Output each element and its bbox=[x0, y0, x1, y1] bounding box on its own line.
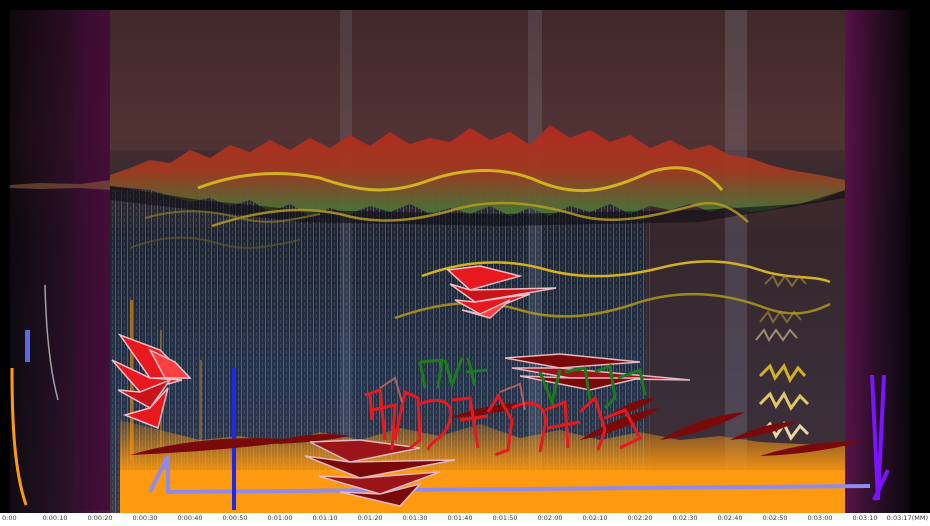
yellow-wave-1 bbox=[197, 166, 724, 193]
yellow-wave-3 bbox=[144, 210, 321, 223]
spectral-column bbox=[725, 10, 747, 510]
spectral-column bbox=[528, 10, 542, 510]
leaf-glyph bbox=[730, 422, 795, 440]
timeline-tick-label: 0:03:17(MM) bbox=[886, 514, 928, 522]
zigzag-glyph bbox=[759, 310, 802, 324]
lavender-baseline bbox=[148, 455, 871, 495]
fan-glyph-center bbox=[446, 265, 557, 319]
timeline-axis: 0:00 0:00:10 0:00:20 0:00:30 0:00:40 0:00:50 0… bbox=[0, 513, 930, 526]
yellow-wave-4 bbox=[129, 236, 301, 249]
yellow-wave-5 bbox=[421, 260, 831, 284]
timeline-tick-label: 0:03:10 bbox=[852, 514, 878, 522]
spectrogram-upper-band bbox=[110, 10, 850, 150]
zigzag-glyph bbox=[764, 274, 807, 288]
green-script-glyphs bbox=[418, 357, 647, 410]
timeline-tick-label: 0:00 bbox=[2, 514, 17, 522]
orange-spike bbox=[200, 360, 202, 450]
zigzag-glyph bbox=[758, 391, 810, 411]
timeline-tick-label: 0:02:40 bbox=[717, 514, 743, 522]
timeline-tick-label: 0:01:40 bbox=[447, 514, 473, 522]
timeline-tick-label: 0:02:10 bbox=[582, 514, 608, 522]
pink-script-glyphs bbox=[379, 376, 526, 411]
timeline-tick-label: 0:03:00 bbox=[807, 514, 833, 522]
timeline-tick-label: 0:02:30 bbox=[672, 514, 698, 522]
spectral-column bbox=[340, 10, 352, 510]
fan-glyph-left bbox=[111, 333, 192, 430]
zigzag-glyph bbox=[758, 363, 807, 384]
fan-glyph-upper-right bbox=[504, 353, 691, 391]
timeline-tick-label: 0:01:10 bbox=[312, 514, 338, 522]
leaf-glyph bbox=[260, 434, 350, 444]
gray-tail-left bbox=[44, 284, 59, 401]
waveform-lower-edge bbox=[110, 186, 845, 226]
timeline-tick-label: 0:01:50 bbox=[492, 514, 518, 522]
timeline-tick-label: 0:02:50 bbox=[762, 514, 788, 522]
timeline-tick-label: 0:01:00 bbox=[267, 514, 293, 522]
left-stripe bbox=[78, 10, 110, 510]
timeline-tick-label: 0:00:40 bbox=[177, 514, 203, 522]
leaf-glyph bbox=[660, 412, 745, 440]
timeline-tick-label: 0:01:30 bbox=[402, 514, 428, 522]
violet-glyph-right bbox=[870, 374, 890, 501]
timeline-tick-label: 0:00:20 bbox=[87, 514, 113, 522]
right-edge-band bbox=[845, 10, 910, 513]
leaf-glyph bbox=[580, 408, 660, 440]
blue-marker bbox=[25, 330, 30, 362]
timeline-tick-label: 0:02:20 bbox=[627, 514, 653, 522]
yellow-wave-2 bbox=[211, 201, 749, 228]
orange-tail-left bbox=[10, 367, 28, 506]
leaf-glyph bbox=[130, 438, 300, 455]
timeline-tick-label: 0:00:10 bbox=[42, 514, 68, 522]
timeline-tick-label: 0:02:00 bbox=[537, 514, 563, 522]
leaf-glyph bbox=[760, 441, 860, 456]
zigzag-glyph bbox=[755, 328, 798, 342]
timeline-tick-label: 0:01:20 bbox=[357, 514, 383, 522]
timeline-tick-label: 0:00:50 bbox=[222, 514, 248, 522]
timeline-tick-label: 0:00:30 bbox=[132, 514, 158, 522]
waveform-tail-left bbox=[10, 180, 110, 190]
red-script-glyphs bbox=[364, 387, 643, 457]
